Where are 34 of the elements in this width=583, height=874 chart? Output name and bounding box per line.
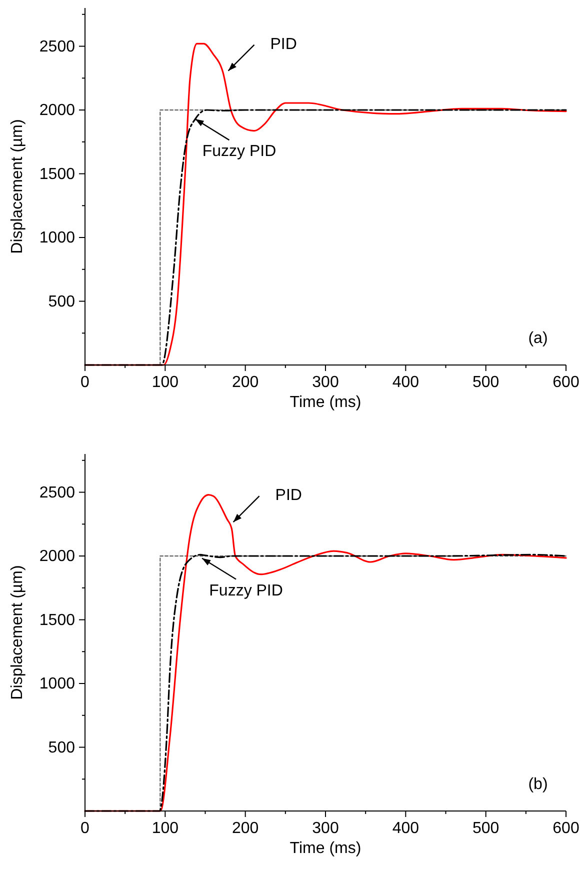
x-tick-label: 500	[472, 374, 500, 391]
x-tick-label: 600	[552, 820, 580, 837]
x-tick-label: 100	[152, 374, 179, 391]
y-tick-label: 500	[48, 739, 76, 756]
x-tick-label: 300	[312, 374, 339, 391]
y-tick-label: 2000	[39, 102, 76, 119]
annotation: Fuzzy PID	[202, 143, 276, 160]
x-tick-label: 300	[312, 820, 339, 837]
y-tick-label: 500	[48, 293, 76, 310]
y-tick-label: 1500	[39, 612, 76, 629]
x-axis-title: Time (ms)	[290, 394, 362, 411]
x-tick-label: 400	[392, 820, 420, 837]
y-tick-label: 2500	[39, 484, 76, 502]
annotation: Fuzzy PID	[209, 582, 283, 600]
y-tick-label: 1000	[39, 230, 76, 246]
annotation: PID	[275, 487, 302, 504]
annotation: (a)	[528, 330, 548, 347]
x-tick-label: 200	[232, 820, 259, 837]
annotation: PID	[270, 36, 297, 53]
x-tick-label: 0	[80, 820, 90, 837]
x-tick-label: 600	[552, 374, 580, 391]
annotation: (b)	[528, 776, 548, 793]
y-axis-title: Displacement (µm)	[9, 565, 26, 700]
x-tick-label: 500	[472, 820, 500, 837]
y-tick-label: 1500	[39, 166, 76, 183]
x-axis-title: Time (ms)	[290, 840, 362, 857]
x-tick-label: 0	[80, 374, 90, 391]
y-tick-label: 2500	[39, 38, 76, 56]
x-tick-label: 200	[232, 374, 259, 391]
y-tick-label: 2000	[39, 548, 76, 565]
x-tick-label: 100	[152, 820, 179, 837]
y-axis-title: Displacement (µm)	[9, 119, 26, 254]
x-tick-label: 400	[392, 374, 420, 391]
y-tick-label: 1000	[39, 676, 76, 692]
